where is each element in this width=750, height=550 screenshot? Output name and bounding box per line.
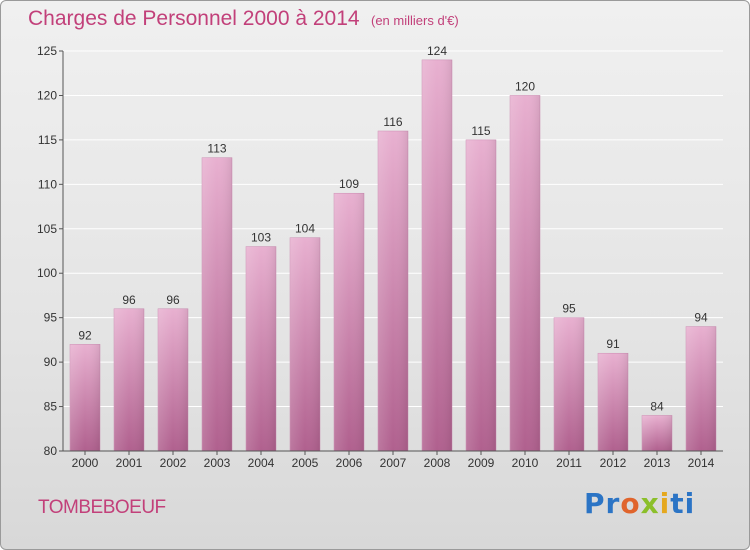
logo-part: Pr [584,487,621,520]
bar-shade [510,95,540,451]
x-tick-label: 2007 [380,456,407,470]
data-label: 104 [295,222,315,236]
bar-shade [642,415,672,451]
bar-shade [290,237,320,451]
data-label: 109 [339,177,359,191]
x-tick-label: 2012 [600,456,627,470]
bar-shade [422,59,452,452]
data-label: 116 [383,115,402,129]
x-tick-label: 2010 [512,456,539,470]
logo-part: x [640,487,660,520]
x-tick-label: 2004 [248,456,275,470]
x-tick-label: 2001 [116,456,143,470]
x-tick-label: 2000 [72,456,99,470]
x-tick-label: 2003 [204,456,231,470]
data-label: 120 [515,79,535,93]
y-tick-label: 110 [38,177,57,191]
x-tick-label: 2008 [424,456,451,470]
data-label: 96 [166,293,180,307]
y-tick-label: 125 [37,44,57,58]
data-label: 92 [78,328,92,342]
bar-shade [202,157,232,451]
data-label: 115 [471,124,490,138]
data-label: 124 [427,44,447,58]
x-tick-label: 2011 [556,456,582,470]
bar-shade [114,308,144,451]
logo-part: o [620,487,641,520]
bar-shade [246,246,276,451]
data-label: 113 [207,142,226,156]
chart-title: Charges de Personnel 2000 à 2014 [28,7,360,30]
x-tick-label: 2005 [292,456,319,470]
y-tick-label: 95 [44,311,58,325]
x-tick-label: 2009 [468,456,495,470]
logo-part: ti [670,487,696,520]
data-label: 94 [694,311,708,325]
bar-shade [466,139,496,451]
x-tick-label: 2002 [160,456,187,470]
proxiti-logo: Proxiti [584,487,695,520]
bar-shade [334,193,364,451]
bar-shade [70,344,100,451]
x-tick-label: 2014 [688,456,715,470]
x-tick-label: 2006 [336,456,363,470]
data-label: 84 [650,399,664,413]
chart-subtitle: (en milliers d'€) [371,13,459,28]
bar-shade [158,308,188,451]
bar-shade [686,326,716,451]
y-tick-label: 105 [37,222,57,236]
data-label: 91 [606,337,620,351]
y-tick-label: 115 [38,133,57,147]
bar-shade [598,353,628,451]
y-tick-label: 80 [44,444,58,458]
bar-shade [378,131,408,451]
logo-part: i [659,487,671,520]
y-tick-label: 85 [44,400,58,414]
data-label: 95 [562,302,576,316]
y-tick-label: 90 [44,355,58,369]
bar-shade [554,317,584,451]
y-tick-label: 120 [37,88,57,102]
data-label: 96 [122,293,136,307]
x-tick-label: 2013 [644,456,671,470]
y-tick-label: 100 [37,266,57,280]
data-label: 103 [251,231,271,245]
town-name: TOMBEBOEUF [38,497,166,518]
